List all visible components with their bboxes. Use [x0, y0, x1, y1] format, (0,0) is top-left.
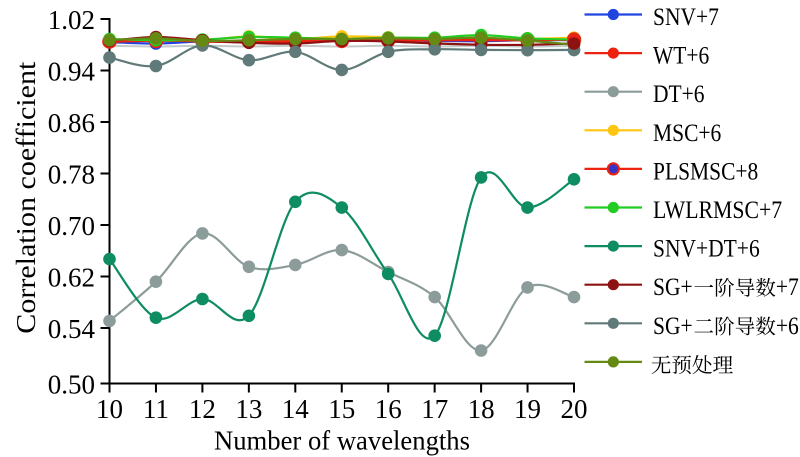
svg-text:SG+: SG+: [653, 274, 693, 301]
svg-text:SNV+DT+6: SNV+DT+6: [653, 236, 760, 263]
svg-text:17: 17: [421, 394, 448, 424]
svg-text:0.94: 0.94: [48, 57, 96, 87]
svg-text:15: 15: [328, 394, 355, 424]
svg-text:0.54: 0.54: [48, 314, 96, 344]
svg-text:1.02: 1.02: [48, 5, 95, 35]
svg-text:SG+: SG+: [653, 313, 693, 340]
svg-text:12: 12: [189, 394, 216, 424]
svg-text:+6: +6: [776, 313, 799, 340]
svg-text:DT+6: DT+6: [653, 81, 705, 108]
svg-text:Number of wavelengths: Number of wavelengths: [214, 426, 470, 456]
svg-text:Correlation coefficient: Correlation coefficient: [11, 61, 41, 334]
svg-text:MSC+6: MSC+6: [653, 120, 721, 147]
svg-text:WT+6: WT+6: [653, 43, 709, 70]
svg-text:0.86: 0.86: [48, 108, 95, 138]
svg-text:LWLRMSC+7: LWLRMSC+7: [653, 197, 782, 224]
svg-text:11: 11: [143, 394, 169, 424]
svg-text:0.78: 0.78: [48, 160, 95, 190]
svg-text:0.70: 0.70: [48, 211, 95, 241]
svg-text:0.62: 0.62: [48, 263, 95, 293]
svg-text:SNV+7: SNV+7: [653, 4, 719, 31]
svg-text:13: 13: [235, 394, 262, 424]
svg-text:+7: +7: [776, 274, 799, 301]
svg-text:14: 14: [282, 394, 310, 424]
svg-text:0.50: 0.50: [48, 370, 95, 400]
svg-text:PLSMSC+8: PLSMSC+8: [653, 158, 758, 185]
svg-text:19: 19: [514, 394, 541, 424]
svg-text:20: 20: [561, 394, 588, 424]
svg-text:18: 18: [468, 394, 495, 424]
svg-text:16: 16: [375, 394, 402, 424]
svg-text:10: 10: [96, 394, 123, 424]
